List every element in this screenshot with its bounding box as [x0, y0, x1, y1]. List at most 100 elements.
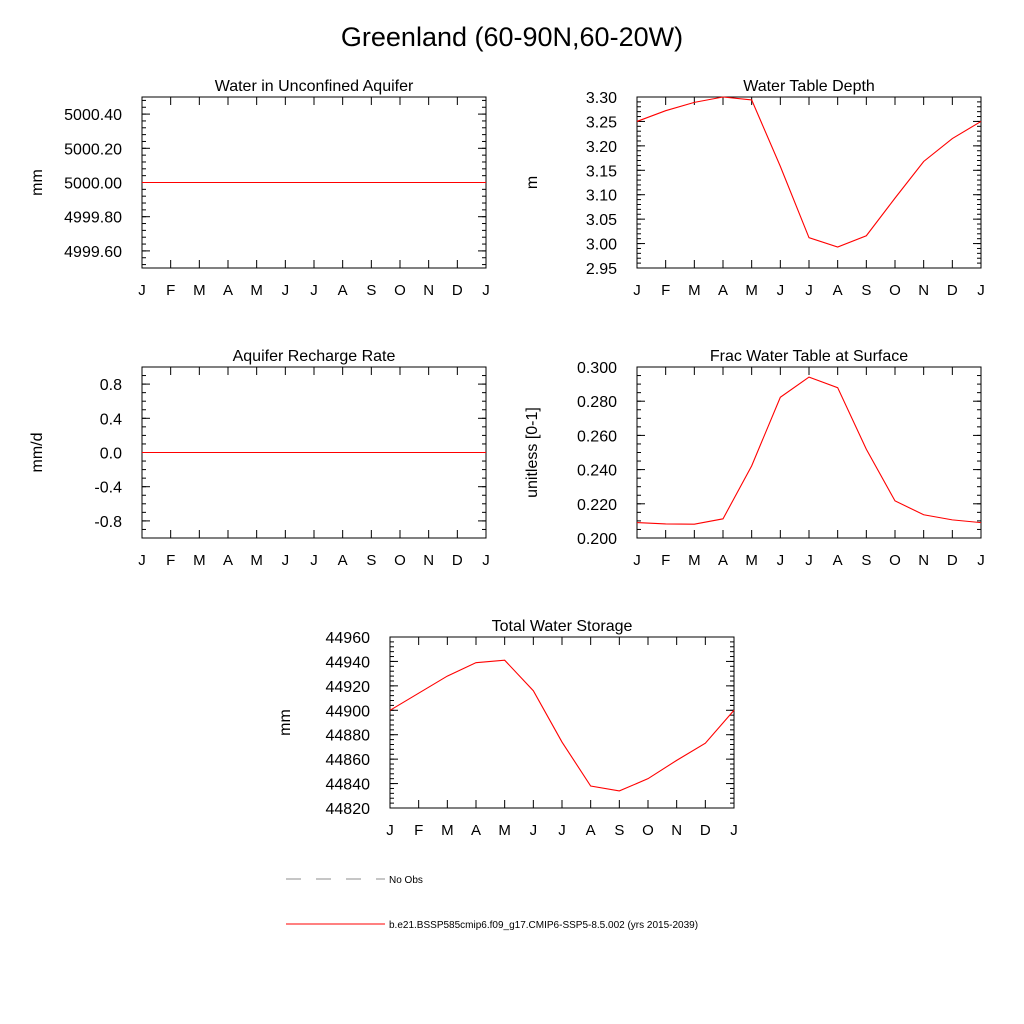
y-tick-label: 3.25: [586, 114, 617, 131]
x-tick-label: A: [471, 822, 481, 839]
y-tick-label: 5000.00: [64, 176, 122, 193]
y-tick-label: 44920: [326, 679, 371, 696]
panel-title: Water Table Depth: [743, 78, 875, 95]
panel-title: Water in Unconfined Aquifer: [215, 78, 414, 95]
x-tick-label: A: [718, 282, 728, 299]
y-tick-label: 3.15: [586, 163, 617, 180]
x-tick-label: M: [745, 282, 758, 299]
x-tick-label: F: [166, 552, 175, 569]
y-tick-label: 44960: [326, 630, 371, 647]
plot-frame: [636, 96, 982, 269]
x-tick-label: M: [688, 282, 701, 299]
x-tick-label: F: [414, 822, 423, 839]
x-tick-label: N: [918, 282, 929, 299]
x-tick-label: M: [193, 552, 206, 569]
y-tick-label: -0.8: [94, 514, 122, 531]
y-tick-label: 0.300: [577, 360, 617, 377]
panel-title: Aquifer Recharge Rate: [233, 348, 396, 365]
page-title: Greenland (60-90N,60-20W): [340, 22, 684, 52]
x-tick-label: A: [833, 282, 843, 299]
x-tick-label: J: [777, 552, 785, 569]
y-tick-label: 0.240: [577, 463, 617, 480]
x-tick-label: A: [833, 552, 843, 569]
x-tick-label: J: [310, 282, 318, 299]
y-tick-label: 0.200: [577, 531, 617, 548]
y-tick-label: 44840: [326, 777, 371, 794]
y-tick-label: 0.8: [100, 377, 122, 394]
x-tick-label: J: [482, 282, 490, 299]
x-tick-label: J: [977, 282, 985, 299]
x-tick-label: J: [730, 822, 738, 839]
y-tick-label: 0.0: [100, 446, 122, 463]
x-tick-label: D: [700, 822, 711, 839]
y-tick-label: 4999.60: [64, 244, 122, 261]
legend: No Obs b.e21.BSSP585cmip6.f09_g17.CMIP6-S…: [286, 875, 698, 931]
x-tick-label: J: [282, 552, 290, 569]
series-line: [636, 376, 982, 525]
x-tick-label: A: [223, 282, 233, 299]
x-tick-label: O: [889, 282, 901, 299]
y-tick-label: 0.280: [577, 394, 617, 411]
x-tick-label: F: [166, 282, 175, 299]
x-tick-label: J: [386, 822, 394, 839]
y-tick-label: 3.30: [586, 90, 617, 107]
plot-frame: [141, 96, 487, 269]
x-tick-label: J: [530, 822, 538, 839]
y-tick-label: 3.05: [586, 212, 617, 229]
y-tick-label: 0.260: [577, 428, 617, 445]
y-tick-label: 4999.80: [64, 210, 122, 227]
x-tick-label: N: [671, 822, 682, 839]
x-tick-label: S: [861, 552, 871, 569]
y-tick-label: 44900: [326, 703, 371, 720]
x-tick-label: O: [642, 822, 654, 839]
y-axis-label: m: [524, 176, 541, 189]
x-tick-label: M: [250, 552, 263, 569]
x-tick-label: M: [498, 822, 511, 839]
x-tick-label: M: [745, 552, 758, 569]
y-axis-label: mm: [277, 709, 294, 736]
x-tick-label: M: [688, 552, 701, 569]
x-tick-label: D: [452, 282, 463, 299]
x-tick-label: J: [633, 282, 641, 299]
x-tick-label: D: [452, 552, 463, 569]
y-tick-label: 3.10: [586, 188, 617, 205]
x-tick-label: A: [338, 282, 348, 299]
x-tick-label: M: [441, 822, 454, 839]
x-tick-label: J: [558, 822, 566, 839]
x-tick-label: A: [338, 552, 348, 569]
y-tick-label: 44860: [326, 752, 371, 769]
y-tick-label: 3.00: [586, 237, 617, 254]
legend-label-model: b.e21.BSSP585cmip6.f09_g17.CMIP6-SSP5-8.…: [389, 920, 698, 931]
x-tick-label: J: [310, 552, 318, 569]
y-tick-label: 0.220: [577, 497, 617, 514]
panel-title: Frac Water Table at Surface: [710, 348, 908, 365]
panel-title: Total Water Storage: [492, 618, 633, 635]
x-tick-label: M: [193, 282, 206, 299]
x-tick-label: F: [661, 282, 670, 299]
x-tick-label: O: [394, 552, 406, 569]
x-tick-label: J: [633, 552, 641, 569]
plot-frame: [389, 636, 735, 809]
x-tick-label: J: [138, 282, 146, 299]
x-tick-label: O: [889, 552, 901, 569]
x-tick-label: N: [918, 552, 929, 569]
x-tick-label: S: [861, 282, 871, 299]
x-tick-label: N: [423, 282, 434, 299]
y-tick-label: 44820: [326, 801, 371, 818]
series-line: [389, 659, 735, 792]
y-tick-label: 0.4: [100, 411, 122, 428]
x-tick-label: J: [282, 282, 290, 299]
y-tick-label: 3.20: [586, 139, 617, 156]
x-tick-label: J: [482, 552, 490, 569]
y-axis-label: mm: [29, 169, 46, 196]
y-tick-label: 5000.40: [64, 107, 122, 124]
x-tick-label: N: [423, 552, 434, 569]
x-tick-label: S: [614, 822, 624, 839]
y-axis-label: mm/d: [29, 433, 46, 473]
x-tick-label: D: [947, 552, 958, 569]
x-tick-label: J: [138, 552, 146, 569]
y-tick-label: 2.95: [586, 261, 617, 278]
x-tick-label: O: [394, 282, 406, 299]
plot-frame: [141, 366, 487, 539]
x-tick-label: S: [366, 282, 376, 299]
